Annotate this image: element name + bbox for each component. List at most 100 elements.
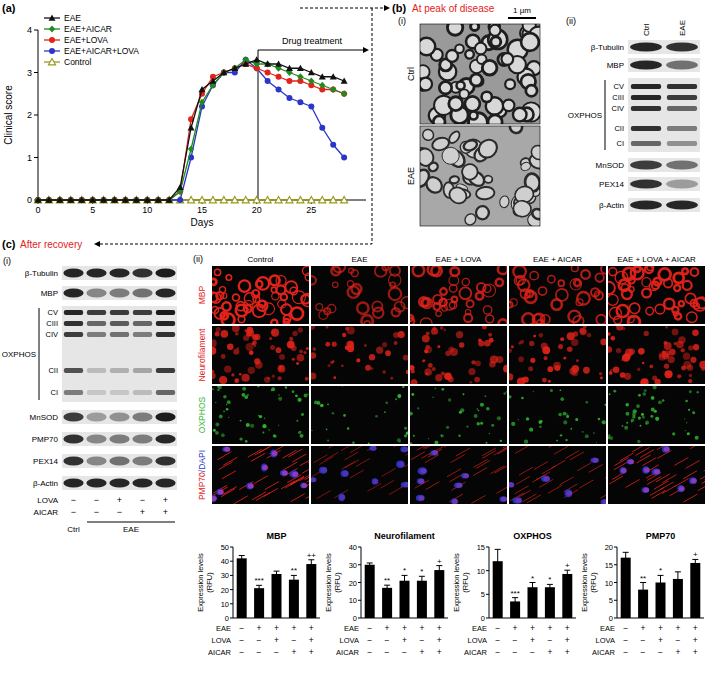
signal [291,307,303,319]
western-blot: β-TubulinMBPCVCIIICIVCIICIOXPHOSMnSODPEX… [568,40,700,212]
band [155,268,175,277]
band [63,288,83,297]
sign: − [530,647,535,657]
signal [624,353,630,359]
signal [440,435,442,437]
nucleus-overlay [418,496,424,501]
signal [570,452,584,460]
band [132,288,152,297]
signal [233,294,240,301]
point [188,145,194,152]
error-line [369,563,370,567]
treatment-label: AICAR [34,508,59,517]
y-tick-label: 10 [349,596,357,605]
band [132,456,152,465]
signal [307,394,308,395]
nucleus [369,446,376,451]
signal [311,372,316,379]
signal [278,376,282,380]
blot-bg [62,476,177,490]
signal [626,479,640,487]
panel-label: (a) [2,2,16,14]
band-label: CII [48,366,58,375]
signal [292,454,306,462]
signal [364,344,367,347]
if-image [410,386,507,444]
band [110,390,129,395]
signal [674,285,680,291]
signal [347,427,349,429]
sign: − [291,635,296,645]
signal [605,470,606,478]
y-tick-label: 15 [605,561,613,570]
signal [564,490,578,498]
sign: − [495,623,500,633]
signal [422,359,425,362]
band [132,434,152,443]
point [319,197,326,203]
nucleus-overlay [643,488,649,493]
if-bg [608,386,705,444]
signal [636,404,640,408]
signal [271,387,275,391]
if-image [608,326,705,384]
signal [685,293,695,303]
signal [450,302,457,309]
signal [642,362,644,364]
signal [644,331,649,336]
blot-bg [62,266,177,280]
y-tick-label: 50 [221,543,229,552]
signal [704,463,705,471]
signal [700,471,705,479]
band [666,200,698,209]
signal [217,452,231,460]
sign: − [257,635,262,645]
point [242,61,249,67]
signal [579,328,584,333]
signal [600,490,606,498]
signal [474,377,480,383]
signal [521,397,524,400]
nucleus [642,466,649,474]
signal [247,327,253,333]
error-bar [367,563,373,567]
nucleus-overlay [463,473,469,478]
sign: − [94,507,99,517]
signal [233,349,239,355]
signal [343,414,346,417]
nucleus [591,458,599,464]
signal [446,426,449,429]
nucleus-overlay [509,482,514,487]
band [155,478,175,487]
signal [631,419,635,423]
nucleus-overlay [218,489,224,494]
signal [462,278,469,285]
nucleus-overlay [544,476,550,481]
signal [401,297,408,309]
sign: + [547,647,552,657]
signal [384,411,386,413]
signal [624,373,631,380]
signal [284,315,291,322]
legend-label: EAE [64,13,81,23]
band [109,288,129,297]
legend-marker [49,37,55,43]
signal [518,419,519,420]
signal [469,381,472,384]
signal [695,436,699,440]
nucleus [222,446,230,451]
signal [239,373,242,376]
signal [652,375,657,380]
signal [428,449,442,457]
image-label: EAE [406,167,416,185]
sign: + [658,635,663,645]
nucleus [651,468,660,475]
axes: 012340510152025 [27,25,366,215]
signal [419,297,428,306]
legend-marker [49,48,55,54]
if-image [311,326,408,384]
error-line [549,584,550,590]
signal [221,330,229,338]
signal [672,329,679,336]
sign: − [239,647,244,657]
